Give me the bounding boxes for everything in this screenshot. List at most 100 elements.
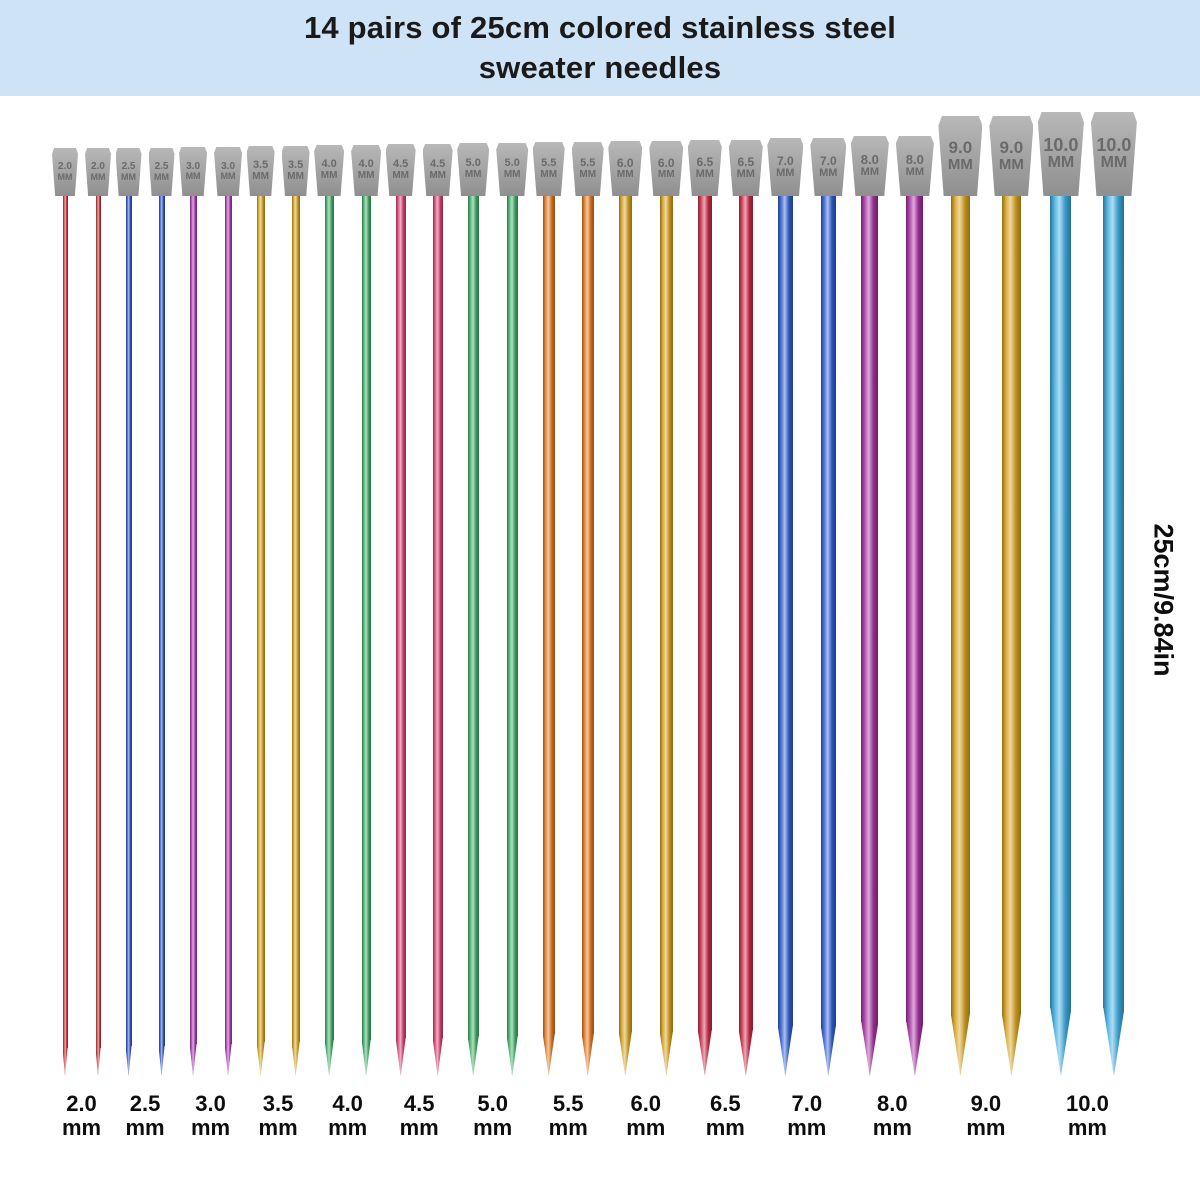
needle-pair-3.5mm: 3.5 MM 3.5 MM 3.5 mm — [246, 146, 310, 1140]
needle: 4.5 MM — [422, 144, 453, 1076]
size-label: 7.0 mm — [787, 1092, 826, 1140]
needle-cap: 7.0 MM — [767, 138, 804, 196]
needle-shaft — [189, 196, 197, 1044]
needle-pair-7.0mm: 7.0 MM 7.0 MM 7.0 mm — [767, 138, 847, 1140]
needle-tip — [291, 1042, 300, 1076]
needle: 3.0 MM — [179, 147, 208, 1076]
needle-cap-size-text: 5.0 — [465, 157, 481, 170]
needle: 4.5 MM — [385, 144, 416, 1076]
needle-cap-unit-text: MM — [579, 168, 597, 180]
size-label-unit: mm — [705, 1114, 745, 1140]
needle-cap-unit-text: MM — [998, 156, 1024, 174]
needle-shaft — [581, 196, 594, 1034]
needle-cap: 5.5 MM — [571, 142, 604, 196]
needle-cap-size-text: 3.5 — [287, 158, 304, 171]
needle-cap: 2.5 MM — [148, 148, 175, 196]
size-label-value: 4.0 — [332, 1091, 363, 1116]
needle-shaft — [291, 196, 300, 1042]
needle-cap-size-text: 10.0 — [1043, 135, 1079, 156]
needle-shaft — [618, 196, 632, 1032]
size-label: 5.0 mm — [473, 1092, 512, 1140]
needle-cap-size-text: 2.5 — [154, 161, 169, 173]
needle: 6.5 MM — [728, 140, 763, 1076]
size-label-unit: mm — [1067, 1114, 1107, 1140]
needle-cap-size-text: 9.0 — [948, 138, 973, 158]
needle-pair-8.0mm: 8.0 MM 8.0 MM 8.0 mm — [850, 136, 934, 1140]
needle-shaft — [738, 196, 753, 1030]
needle-cap: 4.0 MM — [351, 145, 382, 196]
needle-pair-6.0mm: 6.0 MM 6.0 MM 6.0 mm — [608, 141, 684, 1140]
needle: 2.0 MM — [85, 148, 111, 1076]
size-label-unit: mm — [191, 1114, 231, 1140]
needle-cap-unit-text: MM — [819, 166, 838, 179]
needle-cap-size-text: 4.5 — [393, 157, 409, 170]
size-label: 6.0 mm — [626, 1092, 665, 1140]
needle-pair-4.5mm: 4.5 MM 4.5 MM 4.5 mm — [385, 144, 453, 1140]
needle-cap-unit-text: MM — [1047, 154, 1075, 172]
needle-pair-group: 5.0 MM 5.0 MM — [457, 143, 529, 1076]
needle-cap-size-text: 5.0 — [504, 157, 520, 170]
needle-shaft — [1050, 196, 1072, 1008]
needle-cap-unit-text: MM — [429, 169, 446, 181]
needle-cap-size-text: 2.5 — [121, 161, 136, 173]
needle: 9.0 MM — [989, 116, 1034, 1076]
needle-tip — [361, 1040, 371, 1076]
needle: 3.5 MM — [281, 146, 310, 1076]
needle-pair-group: 7.0 MM 7.0 MM — [767, 138, 847, 1076]
needle-shaft — [906, 196, 924, 1022]
needle: 10.0 MM — [1090, 112, 1137, 1076]
needle-pair-9.0mm: 9.0 MM 9.0 MM 9.0 mm — [938, 116, 1034, 1140]
needle-cap-size-text: 6.0 — [657, 155, 675, 170]
needle: 6.0 MM — [649, 141, 684, 1076]
size-label: 4.0 mm — [328, 1092, 367, 1140]
needle-cap: 2.5 MM — [115, 148, 142, 196]
needle: 3.5 MM — [246, 146, 275, 1076]
needle-cap-unit-text: MM — [947, 156, 973, 174]
needle: 9.0 MM — [938, 116, 983, 1076]
needle-pair-4.0mm: 4.0 MM 4.0 MM 4.0 mm — [314, 145, 382, 1140]
needle-cap: 9.0 MM — [989, 116, 1034, 196]
size-label-value: 9.0 — [970, 1091, 1002, 1116]
needle-shaft — [324, 196, 334, 1040]
needle-cap-size-text: 7.0 — [776, 153, 794, 168]
needle-cap: 6.0 MM — [649, 141, 684, 196]
needle-cap-size-text: 8.0 — [860, 152, 879, 168]
needle-pair-group: 2.5 MM 2.5 MM — [115, 148, 175, 1076]
needle-cap-unit-text: MM — [252, 170, 269, 182]
needle-cap-unit-text: MM — [287, 170, 304, 182]
needle-cap-unit-text: MM — [616, 168, 634, 180]
size-label-unit: mm — [548, 1114, 588, 1140]
size-label-value: 6.0 — [630, 1091, 662, 1116]
needle-tip — [906, 1022, 924, 1076]
needle: 10.0 MM — [1037, 112, 1084, 1076]
needle-shaft — [659, 196, 673, 1032]
size-label-unit: mm — [872, 1114, 912, 1140]
needles-display: 2.0 MM 2.0 MM 2.0 mm 2.5 MM 2.5 MM 2.5 mm 3.0 MM 3.0 MM… — [52, 112, 1137, 1140]
needle-pair-group: 6.0 MM 6.0 MM — [608, 141, 684, 1076]
needle-pair-group: 4.0 MM 4.0 MM — [314, 145, 382, 1076]
needle-pair-group: 4.5 MM 4.5 MM — [385, 144, 453, 1076]
size-label-value: 8.0 — [877, 1091, 908, 1116]
needle-tip — [189, 1044, 197, 1076]
needle-cap: 10.0 MM — [1090, 112, 1137, 196]
size-label-unit: mm — [787, 1114, 827, 1140]
needle-tip — [1050, 1008, 1072, 1076]
needle-cap-size-text: 4.5 — [430, 157, 446, 170]
needle-pair-group: 2.0 MM 2.0 MM — [52, 148, 111, 1076]
needle-cap-size-text: 7.0 — [819, 153, 837, 168]
needle-cap-unit-text: MM — [121, 171, 137, 182]
needle-cap-unit-text: MM — [905, 166, 924, 179]
needle-cap: 2.0 MM — [85, 148, 111, 196]
needle-cap: 3.0 MM — [179, 147, 208, 196]
needle-cap-unit-text: MM — [1100, 154, 1128, 172]
needle-cap: 7.0 MM — [810, 138, 847, 196]
size-label-value: 6.5 — [709, 1091, 741, 1116]
needle-cap-size-text: 4.0 — [358, 158, 374, 171]
needle-cap-unit-text: MM — [736, 167, 755, 180]
needle-cap-size-text: 2.0 — [58, 161, 72, 173]
needle-cap-unit-text: MM — [860, 166, 879, 179]
size-label: 2.5 mm — [125, 1092, 164, 1140]
needle-cap-size-text: 9.0 — [999, 138, 1024, 158]
size-label-value: 4.5 — [403, 1091, 435, 1116]
size-label-unit: mm — [966, 1114, 1006, 1140]
